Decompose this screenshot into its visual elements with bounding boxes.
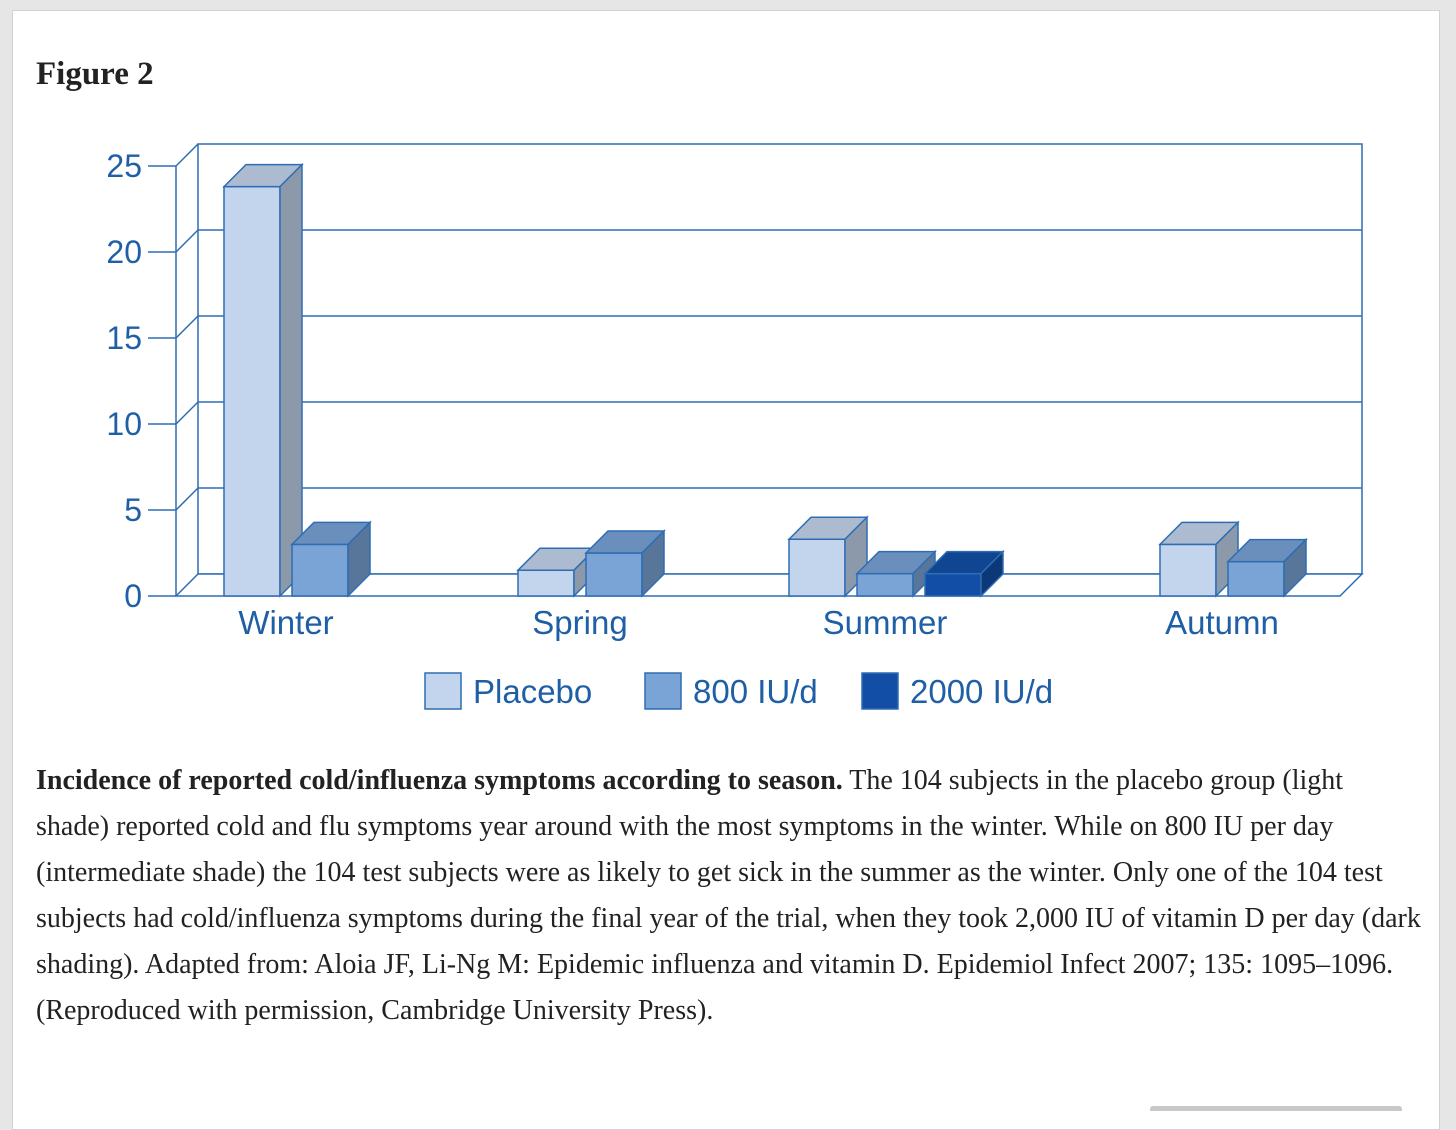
- bar-summer-2000-iu-d: [924, 572, 982, 597]
- y-tick-label: 20: [106, 234, 142, 270]
- legend-label-2000-iu-d: 2000 IU/d: [910, 673, 1053, 710]
- bar-spring-800-iu-d: [585, 552, 643, 597]
- bar-spring-800-iu-d-side: [641, 529, 665, 598]
- x-tick-label-spring: Spring: [532, 604, 627, 641]
- legend-swatch-800-iu-d: [644, 672, 682, 710]
- caption-text: The 104 subjects in the placebo group (l…: [36, 765, 1421, 1026]
- bar-autumn-800-iu-d: [1227, 560, 1285, 597]
- bar-winter-placebo-side: [279, 162, 303, 598]
- chart-back-wall: [197, 143, 1363, 575]
- bar-summer-2000-iu-d-side: [980, 549, 1004, 598]
- bar-chart: 0 5 10 15 20 25 Winter Spring Summer Autumn Placeb…: [106, 143, 1364, 710]
- bar-winter-800-iu-d-side: [347, 520, 371, 598]
- caption-bold: Incidence of reported cold/influenza sym…: [36, 765, 843, 796]
- y-tick-label: 10: [106, 406, 142, 442]
- y-tick-label: 0: [124, 578, 142, 614]
- y-tick-label: 15: [106, 320, 142, 356]
- legend-label-800-iu-d: 800 IU/d: [693, 673, 818, 710]
- y-axis-line: [175, 143, 199, 596]
- bar-autumn-800-iu-d-side: [1283, 537, 1307, 598]
- y-tick-label: 5: [124, 492, 142, 528]
- bar-summer-800-iu-d: [856, 572, 914, 597]
- gridline-side: [175, 401, 199, 425]
- x-tick-label-summer: Summer: [823, 604, 948, 641]
- gridline-side: [175, 487, 199, 511]
- figure-caption: Incidence of reported cold/influenza sym…: [36, 758, 1421, 1034]
- figure-title: Figure 2: [36, 56, 154, 92]
- x-tick-label-autumn: Autumn: [1165, 604, 1279, 641]
- bar-autumn-placebo: [1159, 543, 1217, 597]
- bar-summer-placebo: [788, 538, 846, 597]
- legend-swatch-2000-iu-d: [861, 672, 899, 710]
- bar-winter-800-iu-d: [291, 543, 349, 597]
- gridline-side: [175, 229, 199, 253]
- bar-spring-placebo: [517, 569, 575, 597]
- x-tick-label-winter: Winter: [238, 604, 333, 641]
- y-tick-label: 25: [106, 148, 142, 184]
- gridline-side: [175, 315, 199, 339]
- bottom-tab: [1150, 1106, 1402, 1111]
- bar-winter-placebo: [223, 185, 281, 597]
- legend-swatch-placebo: [424, 672, 462, 710]
- legend-label-placebo: Placebo: [473, 673, 592, 710]
